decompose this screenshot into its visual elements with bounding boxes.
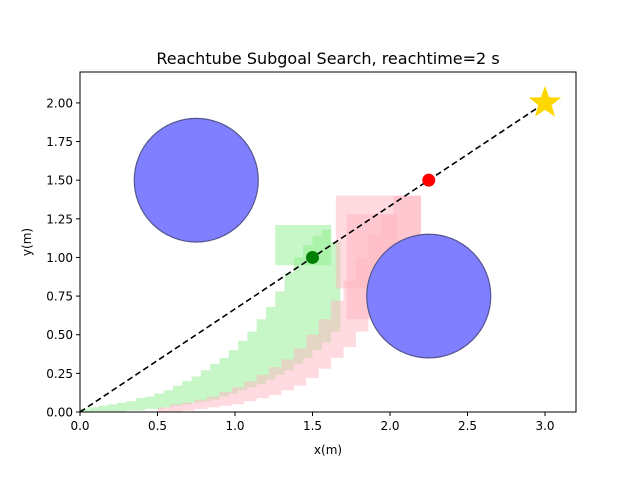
green-reachtube-box-25 bbox=[312, 235, 322, 351]
y-tick-label-8: 2.00 bbox=[46, 96, 73, 110]
pink-reachtube-box-13 bbox=[318, 319, 332, 369]
green-reachtube-box-6 bbox=[135, 398, 146, 411]
y-tick-label-6: 1.50 bbox=[46, 174, 73, 188]
y-tick-label-1: 0.25 bbox=[46, 367, 73, 381]
green-reachtube-box-18 bbox=[247, 331, 257, 388]
y-tick-label-2: 0.50 bbox=[46, 328, 73, 342]
pink-reachtube-box-12 bbox=[306, 334, 319, 378]
y-tick-label-4: 1.00 bbox=[46, 251, 73, 265]
green-reachtube-box-28 bbox=[275, 225, 332, 266]
obstacle-left bbox=[133, 117, 259, 243]
green-reachtube-box-26 bbox=[321, 229, 332, 343]
green-reachtube-box-21 bbox=[275, 291, 285, 375]
green-reachtube-box-11 bbox=[182, 381, 192, 405]
green-reachtube-box-3 bbox=[107, 404, 118, 412]
x-axis-label: x(m) bbox=[314, 443, 342, 457]
pink-reachtube-box-9 bbox=[269, 367, 282, 395]
marker-layer bbox=[306, 85, 562, 264]
green-reachtube-box-13 bbox=[200, 370, 211, 402]
green-reachtube-box-7 bbox=[145, 396, 155, 409]
pink-reachtube-box-0 bbox=[157, 407, 170, 412]
pink-reachtube-box-6 bbox=[231, 387, 245, 405]
y-tick-label-3: 0.75 bbox=[46, 290, 73, 304]
x-tick-label-6: 3.0 bbox=[535, 419, 554, 433]
green-reachtube-box-20 bbox=[266, 306, 276, 380]
x-tick-label-5: 2.5 bbox=[458, 419, 477, 433]
x-tick-label-0: 0.0 bbox=[70, 419, 89, 433]
green-reachtube-box-24 bbox=[303, 245, 313, 358]
green-reachtube-box-4 bbox=[117, 402, 127, 412]
green-reachtube-box-5 bbox=[126, 401, 136, 411]
goal-star bbox=[528, 85, 562, 117]
green-reachtube-box-14 bbox=[210, 364, 220, 400]
y-axis-ticks: 0.00 0.25 0.50 0.75 1.00 1.25 1.50 1.75 2.00 bbox=[46, 96, 80, 420]
y-tick-label-5: 1.25 bbox=[46, 212, 73, 226]
x-tick-label-3: 1.5 bbox=[303, 419, 322, 433]
pink-reachtube-box-10 bbox=[281, 359, 294, 391]
pink-reachtube-box-5 bbox=[219, 391, 232, 406]
green-reachtube-box-16 bbox=[228, 350, 239, 394]
pink-reachtube-box-1 bbox=[169, 404, 183, 412]
pink-reachtube-box-8 bbox=[256, 374, 270, 399]
red-subgoal bbox=[422, 173, 436, 187]
green-reachtube-box-15 bbox=[219, 357, 229, 397]
chart-title: Reachtube Subgoal Search, reachtime=2 s bbox=[156, 49, 499, 68]
green-reachtube-box-19 bbox=[256, 319, 266, 385]
plot-area bbox=[80, 85, 562, 412]
green-reachtube-box-2 bbox=[98, 405, 108, 412]
y-tick-label-0: 0.00 bbox=[46, 406, 73, 420]
y-axis-label: y(m) bbox=[20, 228, 34, 256]
pink-reachtube-box-11 bbox=[293, 348, 307, 386]
x-tick-label-4: 2.0 bbox=[380, 419, 399, 433]
x-axis-ticks: 0.0 0.5 1.0 1.5 2.0 2.5 3.0 bbox=[70, 412, 555, 433]
y-tick-label-7: 1.75 bbox=[46, 135, 73, 149]
green-reachtube-box-0 bbox=[80, 408, 90, 412]
axes-frame bbox=[79, 71, 577, 413]
pink-reachtube-box-14 bbox=[331, 300, 344, 358]
green-reachtube-box-17 bbox=[238, 340, 248, 391]
x-tick-label-2: 1.0 bbox=[225, 419, 244, 433]
green-reachtube-box-8 bbox=[154, 393, 164, 409]
pink-reachtube-box-4 bbox=[207, 396, 220, 408]
green-reachtube-box-22 bbox=[284, 272, 294, 371]
obstacle-layer bbox=[133, 117, 492, 359]
x-tick-label-1: 0.5 bbox=[148, 419, 167, 433]
obstacle-right bbox=[366, 233, 492, 359]
green-reachtube-box-10 bbox=[173, 385, 183, 406]
green-reachtube-box-23 bbox=[293, 257, 304, 365]
green-reachtube-box-1 bbox=[89, 407, 99, 412]
pink-reachtube-box-3 bbox=[194, 399, 208, 409]
pink-reachtube-box-7 bbox=[244, 381, 257, 402]
green-subgoal bbox=[306, 250, 319, 264]
pink-reachtube-box-2 bbox=[182, 402, 195, 411]
green-reachtube-box-9 bbox=[163, 390, 173, 408]
green-reachtube-box-12 bbox=[191, 376, 201, 403]
